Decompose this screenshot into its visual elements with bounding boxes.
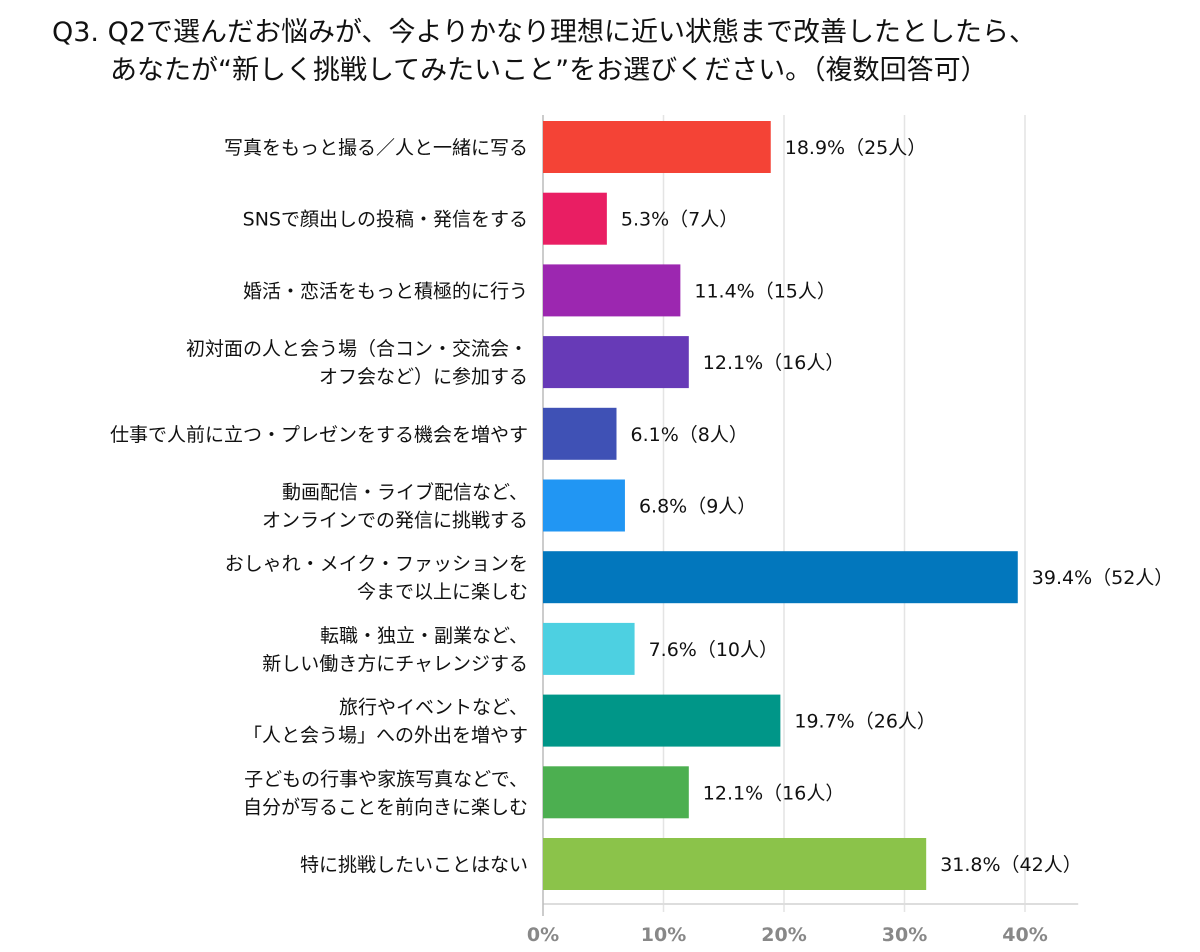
bar: [543, 336, 689, 389]
category-label: 「人と会う場」への外出を増やす: [243, 725, 528, 747]
bar: [543, 766, 689, 819]
bar: [543, 838, 927, 890]
x-tick-label: 20%: [761, 924, 806, 946]
data-label: 18.9%（25人）: [785, 137, 927, 159]
x-tick-label: 30%: [882, 924, 927, 946]
title-line-2: あなたが“新しく挑戦してみたいこと”をお選びください。（複数回答可）: [110, 55, 988, 86]
category-label: オンラインでの発信に挑戦する: [262, 510, 528, 532]
data-label: 7.6%（10人）: [649, 639, 778, 661]
category-label: 自分が写ることを前向きに楽しむ: [243, 796, 528, 818]
bar: [543, 622, 635, 675]
category-label: 新しい働き方にチャレンジする: [262, 653, 528, 675]
bar: [543, 407, 617, 460]
data-label: 12.1%（16人）: [703, 782, 845, 804]
data-label: 31.8%（42人）: [940, 854, 1082, 876]
data-label: 5.3%（7人）: [621, 209, 738, 231]
category-label: 転職・独立・副業など、: [320, 625, 528, 647]
category-label: SNSで顔出しの投稿・発信をする: [243, 209, 528, 231]
bar: [543, 479, 625, 532]
data-label: 6.1%（8人）: [631, 424, 748, 446]
x-tick-label: 10%: [641, 924, 686, 946]
data-label: 11.4%（15人）: [694, 280, 836, 302]
category-label: 今まで以上に楽しむ: [357, 581, 528, 603]
category-label: 婚活・恋活をもっと積極的に行う: [243, 280, 528, 302]
category-label: 旅行やイベントなど、: [339, 697, 528, 719]
x-tick-label: 40%: [1002, 924, 1047, 946]
data-label: 39.4%（52人）: [1032, 567, 1174, 589]
bar: [543, 694, 781, 747]
data-label: 6.8%（9人）: [639, 496, 756, 518]
category-label: 子どもの行事や家族写真などで、: [244, 768, 528, 790]
category-label: オフ会など）に参加する: [319, 366, 528, 388]
data-label: 12.1%（16人）: [703, 352, 845, 374]
category-label: 仕事で人前に立つ・プレゼンをする機会を増やす: [110, 424, 528, 446]
x-tick-label: 0%: [527, 924, 559, 946]
data-label: 19.7%（26人）: [794, 711, 936, 733]
category-label: 写真をもっと撮る／人と一緒に写る: [224, 137, 528, 159]
bar: [543, 121, 771, 173]
bar: [543, 192, 607, 245]
bar: [543, 264, 681, 317]
category-label: おしゃれ・メイク・ファッションを: [225, 553, 528, 575]
category-label: 動画配信・ライブ配信など、: [282, 481, 528, 504]
bar: [543, 551, 1018, 604]
category-label: 初対面の人と会う場（合コン・交流会・: [186, 338, 528, 360]
title-line-1: Q3. Q2で選んだお悩みが、今よりかなり理想に近い状態まで改善したとしたら、: [52, 17, 1036, 48]
category-label: 特に挑戦したいことはない: [300, 854, 528, 876]
